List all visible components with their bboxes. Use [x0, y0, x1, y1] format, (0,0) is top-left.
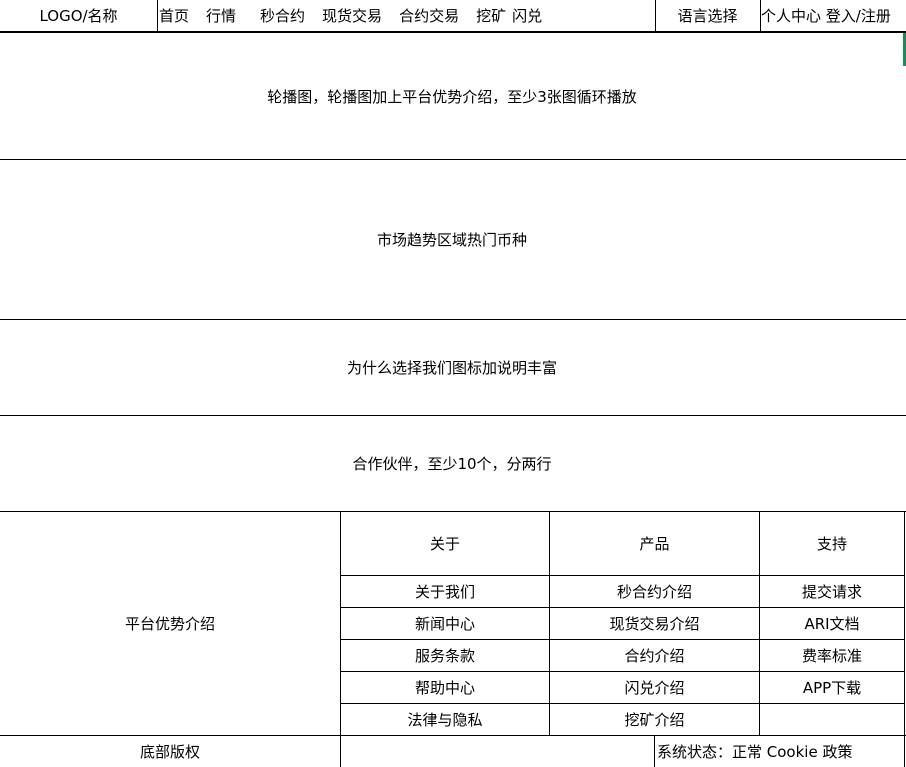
footer-link[interactable]: 新闻中心: [414, 615, 475, 633]
footer-link[interactable]: ARI文档: [804, 615, 860, 633]
nav-home[interactable]: 首页: [159, 7, 190, 25]
why-section: 为什么选择我们图标加说明丰富: [346, 359, 557, 377]
footer-platform-intro: 平台优势介绍: [124, 615, 215, 633]
footer-link[interactable]: 提交请求: [801, 583, 862, 601]
footer-link[interactable]: 法律与隐私: [407, 711, 483, 729]
carousel-section: 轮播图，轮播图加上平台优势介绍，至少3张图循环播放: [267, 87, 637, 106]
system-status[interactable]: 系统状态：正常 Cookie 政策: [657, 743, 853, 761]
footer-link[interactable]: 闪兑介绍: [624, 679, 685, 697]
footer-link[interactable]: 现货交易介绍: [609, 615, 700, 633]
nav-second-contract[interactable]: 秒合约: [260, 7, 306, 25]
footer-link[interactable]: 服务条款: [414, 647, 475, 665]
footer-link[interactable]: 秒合约介绍: [616, 583, 692, 601]
footer-link: [760, 704, 904, 735]
footer-link[interactable]: 帮助中心: [414, 679, 475, 697]
nav-spot[interactable]: 现货交易: [322, 7, 383, 25]
footer-column-title: 关于: [429, 535, 460, 553]
footer-link[interactable]: APP下载: [802, 679, 862, 697]
main-nav: 首页 行情 秒合约 现货交易 合约交易 挖矿 闪兑: [159, 0, 655, 31]
user-login[interactable]: 个人中心 登入/注册: [761, 7, 891, 25]
footer-link[interactable]: 关于我们: [414, 583, 475, 601]
nav-mining[interactable]: 挖矿: [476, 7, 507, 25]
scroll-indicator: [903, 33, 906, 66]
footer-column-title: 产品: [639, 535, 670, 553]
market-section: 市场趋势区域热门币种: [376, 231, 527, 249]
nav-contract[interactable]: 合约交易: [399, 7, 460, 25]
partners-section: 合作伙伴，至少10个，分两行: [352, 455, 552, 473]
language-select[interactable]: 语言选择: [677, 7, 738, 25]
copyright: 底部版权: [139, 743, 200, 761]
footer-link[interactable]: 挖矿介绍: [624, 711, 685, 729]
footer-link[interactable]: 费率标准: [801, 647, 862, 665]
logo[interactable]: LOGO/名称: [39, 7, 118, 25]
nav-flash-swap[interactable]: 闪兑: [512, 7, 543, 25]
footer-column-title: 支持: [816, 535, 847, 553]
footer-link[interactable]: 合约介绍: [624, 647, 685, 665]
nav-market[interactable]: 行情: [206, 7, 237, 25]
